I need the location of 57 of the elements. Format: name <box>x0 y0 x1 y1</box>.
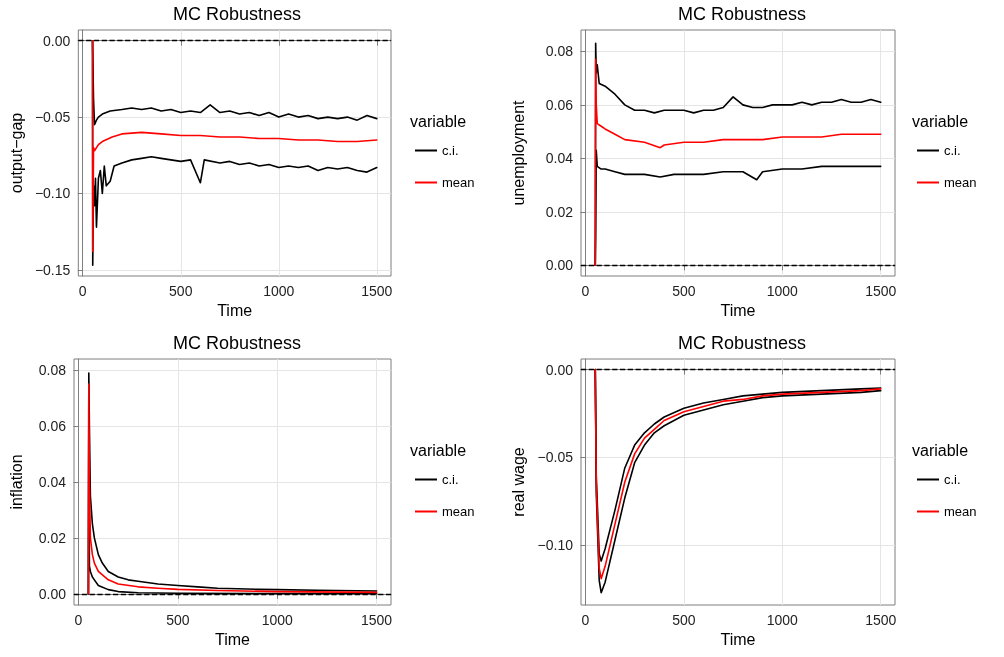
y-tick-label: 0.04 <box>545 150 574 167</box>
x-tick-label: 1500 <box>361 283 393 299</box>
y-tick-label: 0.06 <box>38 418 67 435</box>
x-axis-title: Time <box>720 302 756 320</box>
y-tick-label: 0.00 <box>545 361 574 378</box>
legend-title: variable <box>410 441 467 459</box>
y-tick-label: 0.04 <box>38 474 67 490</box>
y-tick-label: 0.08 <box>38 362 67 379</box>
y-tick-label: 0.00 <box>545 257 574 274</box>
x-tick-label: 1500 <box>865 612 897 628</box>
y-tick-label: 0.02 <box>38 529 67 546</box>
y-tick-label: −0.05 <box>34 109 71 126</box>
legend-label: mean <box>944 175 977 190</box>
chart-title: MC Robustness <box>172 333 302 353</box>
x-tick-label: 500 <box>672 612 696 628</box>
x-axis-title: Time <box>217 302 253 320</box>
y-tick-label: 0.00 <box>43 32 71 49</box>
y-tick-label: 0.08 <box>545 43 574 60</box>
x-axis-title: Time <box>215 631 251 649</box>
y-tick-label: −0.05 <box>537 449 574 466</box>
chart-title: MC Robustness <box>677 333 807 353</box>
legend-label: c.i. <box>944 143 961 158</box>
x-tick-label: 1000 <box>261 612 293 628</box>
x-tick-label: 0 <box>581 283 590 299</box>
x-tick-label: 500 <box>166 612 190 628</box>
y-tick-label: −0.10 <box>537 537 574 554</box>
y-tick-label: 0.02 <box>545 203 574 220</box>
x-tick-label: 1000 <box>766 283 799 299</box>
legend-label: mean <box>442 175 475 190</box>
chart-title: MC Robustness <box>172 4 302 24</box>
x-tick-label: 0 <box>74 612 83 628</box>
legend-label: mean <box>442 504 475 519</box>
legend-label: c.i. <box>442 143 459 158</box>
legend-title: variable <box>410 112 467 130</box>
y-tick-label: 0.00 <box>38 585 67 602</box>
x-tick-label: 0 <box>581 612 590 628</box>
y-tick-label: −0.15 <box>34 261 71 278</box>
x-tick-label: 0 <box>78 283 87 299</box>
y-axis-title: unemployment <box>509 99 527 206</box>
y-tick-label: −0.10 <box>34 185 71 202</box>
x-tick-label: 1000 <box>263 283 295 299</box>
legend-label: mean <box>944 504 977 519</box>
chart-title: MC Robustness <box>677 4 807 24</box>
legend-label: c.i. <box>944 472 961 487</box>
y-tick-label: 0.06 <box>545 96 574 113</box>
x-tick-label: 500 <box>169 283 193 299</box>
legend-label: c.i. <box>442 472 459 487</box>
y-axis-title: output−gap <box>7 112 25 194</box>
x-tick-label: 1500 <box>865 283 897 299</box>
x-tick-label: 1500 <box>361 612 393 628</box>
y-axis-title: inflation <box>7 454 25 510</box>
y-axis-title: real wage <box>509 447 527 517</box>
legend-title: variable <box>912 112 969 130</box>
x-axis-title: Time <box>720 631 756 649</box>
x-tick-label: 500 <box>672 283 696 299</box>
legend-title: variable <box>912 441 969 459</box>
x-tick-label: 1000 <box>766 612 799 628</box>
